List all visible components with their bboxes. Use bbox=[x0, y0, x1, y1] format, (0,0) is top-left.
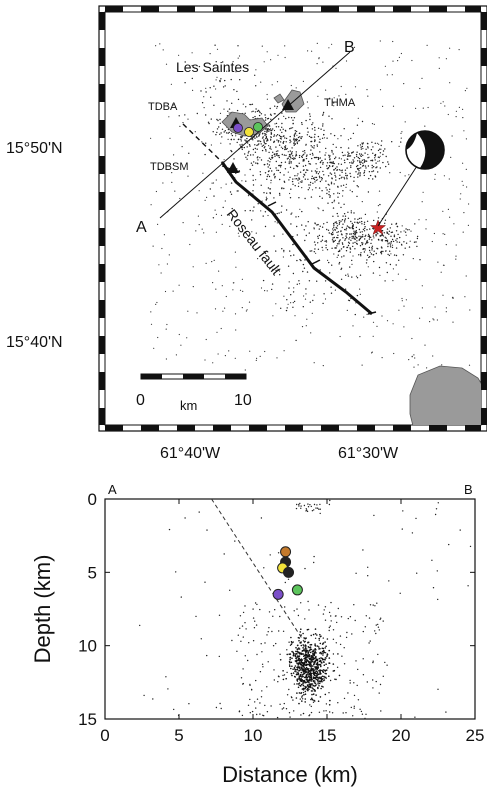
beachball-leader bbox=[377, 165, 418, 227]
profile-line-ab bbox=[159, 51, 351, 219]
event-green-dot bbox=[253, 122, 263, 132]
highlighted-event-3 bbox=[283, 566, 295, 578]
scale-bar: 0 km 10 bbox=[136, 373, 252, 413]
hypocenter-dots bbox=[139, 499, 472, 719]
event-purple-dot bbox=[233, 123, 243, 133]
scale-bar-unit: km bbox=[180, 398, 197, 413]
label-tdbsm: TDBSM bbox=[150, 161, 189, 173]
x-axis-label: Distance (km) bbox=[222, 762, 358, 787]
station-thma-icon bbox=[282, 99, 294, 110]
roseau-fault-line bbox=[220, 161, 373, 316]
label-profile-b: B bbox=[344, 39, 355, 56]
label-les-saintes: Les Saintes bbox=[176, 59, 249, 75]
x-tick-label: 0 bbox=[100, 726, 109, 745]
event-yellow-dot bbox=[244, 127, 254, 137]
fault-dashed-extension bbox=[182, 123, 223, 163]
label-tdba: TDBA bbox=[148, 101, 178, 113]
y-axis-label: Depth (km) bbox=[30, 555, 55, 664]
plot-frame bbox=[104, 498, 476, 720]
fault-dashed-line bbox=[211, 499, 306, 644]
lat-label-15-50: 15°50'N bbox=[6, 140, 63, 157]
y-tick-label: 10 bbox=[78, 637, 97, 656]
scale-bar-end: 10 bbox=[234, 392, 252, 409]
scale-bar-start: 0 bbox=[136, 392, 145, 409]
highlighted-event-0 bbox=[280, 546, 292, 558]
highlighted-event-5 bbox=[272, 588, 284, 600]
map-frame bbox=[98, 5, 487, 432]
lat-label-15-40: 15°40'N bbox=[6, 334, 63, 351]
y-tick-label: 0 bbox=[88, 490, 97, 509]
x-tick-label: 15 bbox=[318, 726, 337, 745]
depth-cross-section-chart: 0 5 10 15 20 25 0 5 10 15 A B Distance (km) Depth… bbox=[30, 482, 485, 787]
focal-mechanism-beachball-icon bbox=[405, 130, 445, 170]
mainshock-star-icon bbox=[369, 219, 387, 236]
x-tick-label: 20 bbox=[392, 726, 411, 745]
dominica-land bbox=[409, 365, 481, 425]
lon-label-61-30: 61°30'W bbox=[338, 445, 399, 462]
x-tick-label: 10 bbox=[244, 726, 263, 745]
x-tick-label: 5 bbox=[174, 726, 183, 745]
x-tick-label: 25 bbox=[466, 726, 485, 745]
corner-label-b: B bbox=[464, 482, 473, 497]
lon-label-61-40: 61°40'W bbox=[160, 445, 221, 462]
label-thma: THMA bbox=[324, 97, 356, 109]
seismicity-map: Les Saintes TDBA THMA TDBSM A B Roseau f… bbox=[6, 5, 487, 462]
tdbsm-pointer bbox=[221, 165, 241, 173]
y-tick-label: 5 bbox=[88, 563, 97, 582]
y-tick-label: 15 bbox=[78, 710, 97, 729]
corner-label-a: A bbox=[108, 482, 117, 497]
highlighted-event-4 bbox=[291, 584, 303, 596]
fault-ticks bbox=[267, 201, 377, 315]
label-profile-a: A bbox=[136, 219, 147, 236]
